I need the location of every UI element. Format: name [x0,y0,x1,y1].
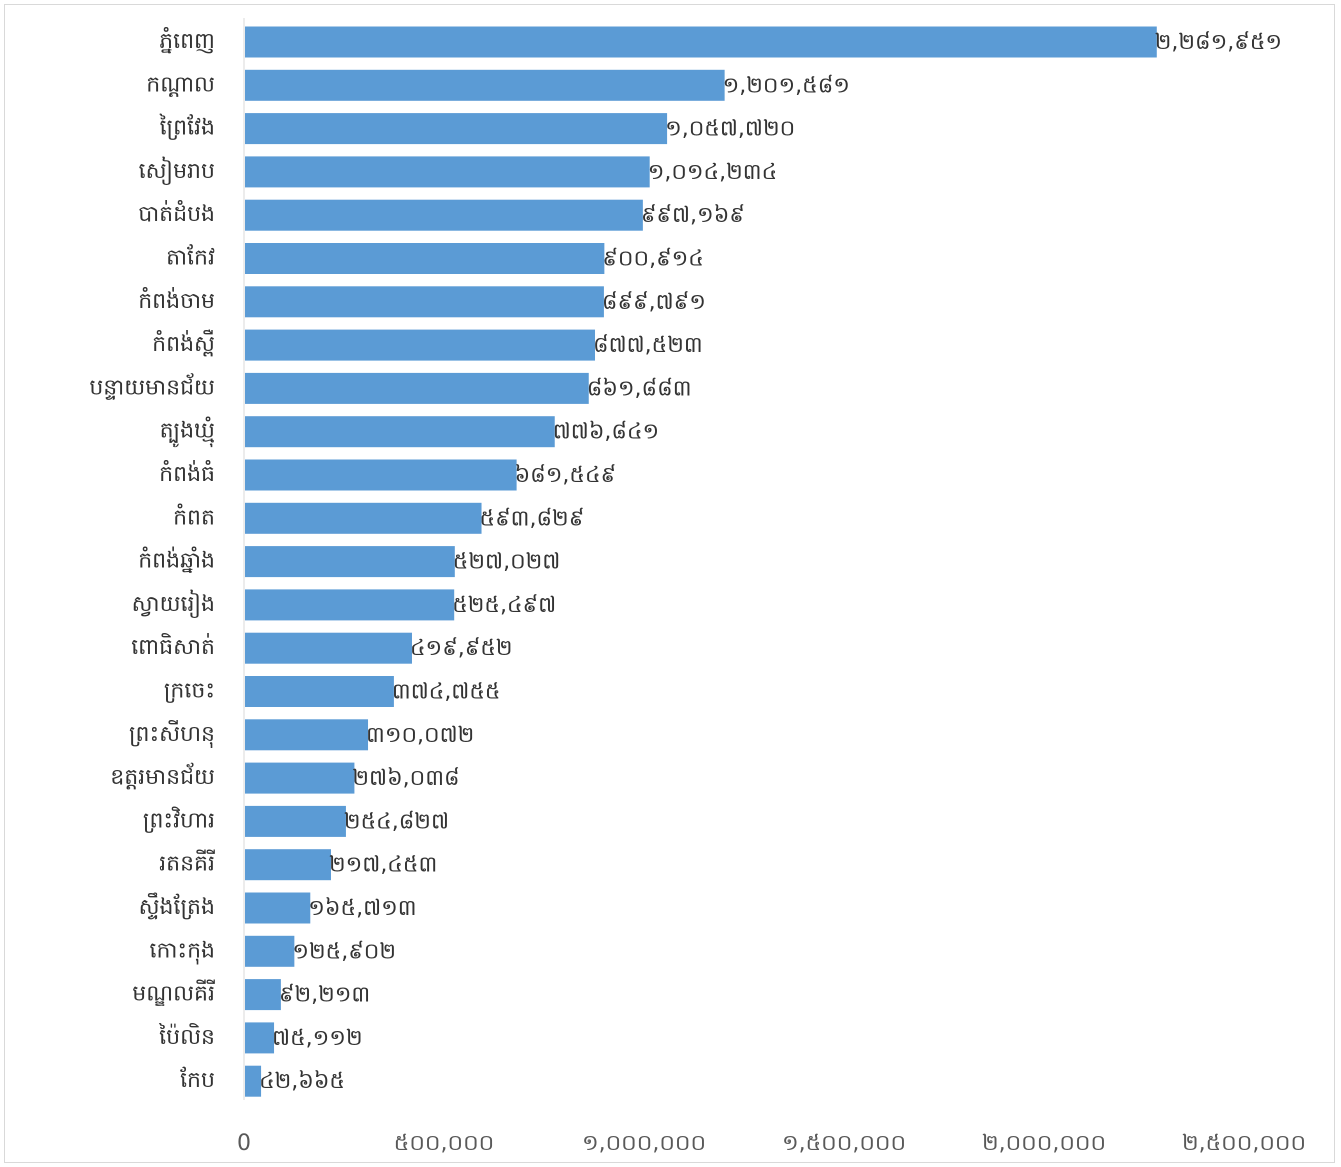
bar [245,459,517,491]
x-tick-label: ២,៥០០,០០០ [1182,1131,1306,1156]
category-label: ក្រចេះ [164,679,215,704]
data-label: ៩២,២១៣ [279,983,370,1008]
bar [245,805,346,837]
category-label: កណ្តាល [146,72,215,97]
bar [245,113,668,145]
data-label: ២៧៦,០៣៨ [352,766,459,791]
category-label: ប៉ៃលិន [158,1023,215,1050]
category-label: កោះកុង [149,938,215,964]
bar [245,849,331,881]
data-label: ៥២៧,០២៧ [453,550,561,575]
category-label: រតនគីរី [159,850,215,877]
bar [245,286,604,318]
data-label: ៨៩៩,៧៩១ [602,290,706,315]
category-label: ស្ទឹងត្រែង [139,892,215,920]
category-label: បាត់ដំបង [138,200,215,227]
bar [245,632,412,664]
bar [245,979,281,1011]
x-tick-label: ៥០០,០០០ [394,1131,494,1156]
category-label: កំពត [173,503,215,530]
category-label: ព្រះសីហនុ [129,720,215,748]
category-label: ព្រៃវែង [159,114,215,141]
data-label: ១,០១៤,២៣៤ [648,160,777,185]
data-label: ៣៧៤,៧៥៥ [392,680,501,705]
bar [245,589,455,621]
bar [245,546,455,578]
data-label: ៩៩៧,១៦៩ [641,203,745,228]
data-label: ១៦៥,៧១៣ [308,896,416,921]
category-label: សៀមរាប [139,156,215,185]
category-label: ពោធិសាត់ [131,633,215,660]
category-label: កំពង់ចាម [138,287,215,314]
bar [245,156,650,188]
category-label: ត្បូងឃ្មុំ [160,417,215,448]
bar [245,935,295,967]
category-label: កំពង់ឆ្នាំង [138,547,215,574]
x-tick-label: ១,៥០០,០០០ [782,1131,906,1156]
bar [245,676,394,707]
data-label: ៤១៩,៩៥២ [410,636,513,661]
bar [245,329,596,361]
data-label: ៣១០,០៧២ [366,723,474,748]
data-label: ៤២,៦៦៥ [259,1069,345,1094]
category-label: ព្រះវិហារ [143,806,215,833]
bar [245,416,555,448]
bar [245,243,605,274]
data-label: ២១៧,៤៥៣ [329,853,437,878]
category-label: ឧត្តរមានជ័យ [110,762,215,790]
x-tick-label: ១,០០០,០០០ [582,1131,706,1156]
data-label: ៥៩៣,៨២៩ [480,506,585,531]
data-label: ៦៨១,៥៤៩ [515,463,617,488]
category-label: កំពង់ស្ពឺ [152,329,215,357]
bar [245,719,369,751]
data-label: ១,០៥៧,៧២០ [665,117,795,142]
bar [245,762,355,794]
category-label: កំពង់ធំ [159,460,215,487]
data-label: ២,២៨១,៩៥១ [1155,30,1282,55]
data-label: ៧៥,១១២ [272,1026,363,1051]
data-label: ២៥៤,៨២៧ [344,809,449,834]
category-label: ភ្នំពេញ [159,27,215,54]
bar [245,892,311,924]
bar [245,502,482,534]
bar [245,26,1157,58]
category-label: បន្ទាយមានជ័យ [89,372,215,400]
bar [245,372,589,404]
data-label: ៧៧៦,៨៤១ [553,420,659,445]
bar [245,1022,275,1054]
x-tick-label: ២,០០០,០០០ [982,1131,1106,1156]
data-label: ១២៥,៩០២ [292,939,396,964]
chart-frame [4,4,1335,1163]
category-label: ស្វាយរៀង [132,589,215,618]
data-label: ៨៧៧,៥២៣ [593,333,703,358]
category-label: កែប [180,1066,215,1093]
category-label: មណ្ឌលគីរី [132,980,215,1007]
data-label: ១,២០១,៥៨១ [723,73,850,98]
bar [245,199,643,231]
data-label: ៩០០,៩១៤ [602,247,704,272]
bar [245,1065,262,1097]
x-tick-label: 0 [237,1131,251,1156]
category-label: តាកែវ [166,244,215,271]
data-label: ៨៦១,៨៨៣ [587,376,692,401]
bar [245,69,725,101]
data-label: ៥២៥,៤៩៧ [452,593,556,618]
